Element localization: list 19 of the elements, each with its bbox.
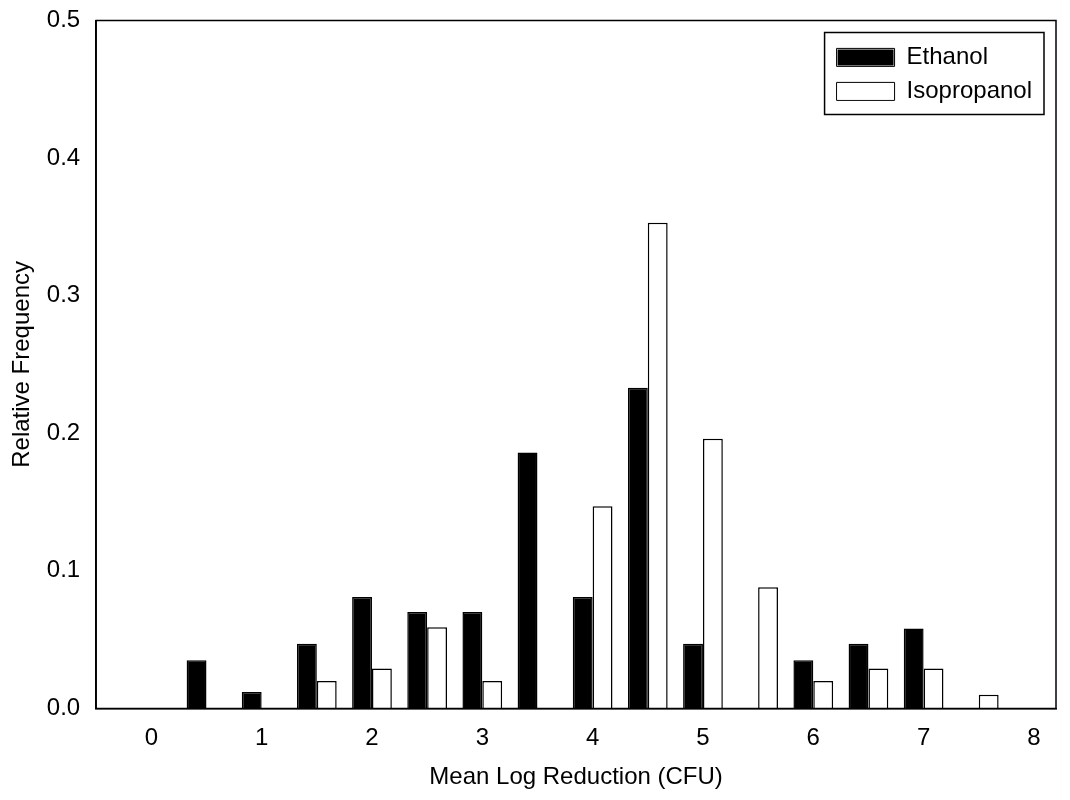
x-tick-label: 5 [696, 723, 710, 751]
x-tick-label: 2 [365, 723, 379, 751]
y-tick-label: 0.1 [46, 555, 81, 583]
x-tick-label: 8 [1027, 723, 1041, 751]
y-tick-label: 0.2 [46, 417, 81, 445]
x-tick-label: 4 [585, 723, 600, 751]
x-tick-label: 7 [916, 723, 931, 751]
x-axis-title: Mean Log Reduction (CFU) [429, 762, 723, 790]
y-tick-label: 0.0 [46, 693, 81, 721]
y-tick-label: 0.3 [46, 280, 81, 308]
x-tick-label: 3 [475, 723, 489, 751]
y-axis-title: Relative Frequency [7, 261, 35, 468]
x-tick-label: 0 [144, 723, 159, 751]
x-tick-label: 1 [254, 723, 269, 751]
y-tick-label: 0.5 [46, 5, 81, 33]
x-tick-label: 6 [806, 723, 820, 751]
legend-label: Ethanol [906, 42, 988, 70]
legend-label: Isopropanol [906, 76, 1033, 104]
y-tick-label: 0.4 [46, 142, 81, 170]
